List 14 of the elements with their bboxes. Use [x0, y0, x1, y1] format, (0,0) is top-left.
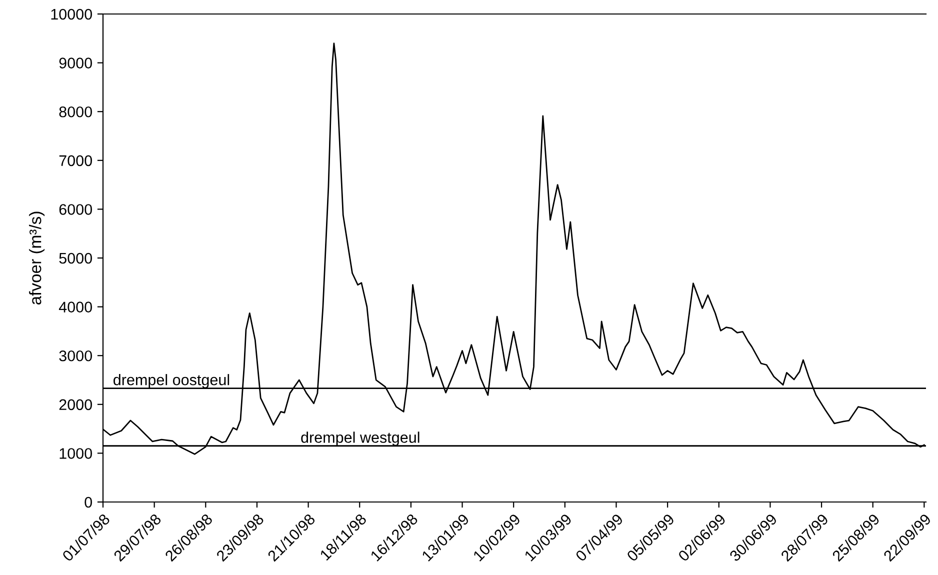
y-axis-title: afvoer (m³/s) — [29, 212, 45, 305]
y-tick-label: 3000 — [59, 350, 92, 362]
y-tick-label: 4000 — [58, 302, 92, 312]
y-tick-label: 5000 — [59, 252, 92, 264]
y-tick-label: 10000 — [51, 8, 92, 20]
y-tick-label: 2000 — [59, 399, 92, 410]
ref-line-label: drempel oostgeul — [114, 374, 230, 388]
y-tick-label: 0 — [84, 496, 92, 508]
y-tick-label: 8000 — [59, 106, 92, 118]
y-tick-label: 7000 — [59, 155, 92, 166]
ref-line-label: drempel westgeul — [301, 432, 420, 446]
y-tick-label: 1000 — [60, 448, 92, 459]
y-tick-label: 9000 — [59, 58, 92, 68]
y-tick-label: 6000 — [59, 204, 92, 215]
